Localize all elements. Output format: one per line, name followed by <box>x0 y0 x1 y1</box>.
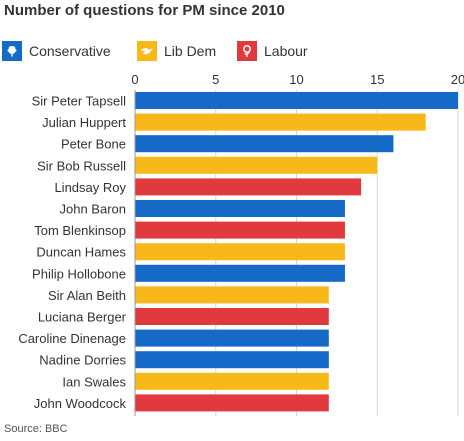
legend-label: Lib Dem <box>164 43 217 59</box>
category-label: Tom Blenkinsop <box>34 223 126 238</box>
legend-item-labour: Labour <box>237 40 308 62</box>
category-label: Caroline Dinenage <box>18 331 126 346</box>
x-tick-label: 0 <box>131 72 138 87</box>
legend-item-libdem: Lib Dem <box>137 40 216 62</box>
bar <box>135 113 426 131</box>
bar <box>135 221 345 239</box>
bar <box>135 243 345 261</box>
x-tick-label: 5 <box>212 72 219 87</box>
legend-item-conservative: Conservative <box>2 40 111 62</box>
bar <box>135 372 329 390</box>
bar <box>135 308 329 325</box>
legend-label: Labour <box>264 43 308 59</box>
labour-rose-icon <box>237 41 257 61</box>
category-label: Julian Huppert <box>42 115 126 130</box>
category-label: Sir Peter Tapsell <box>32 94 127 109</box>
bar <box>135 156 378 174</box>
bar <box>135 135 394 153</box>
category-label: Sir Alan Beith <box>48 288 126 303</box>
chart-title: Number of questions for PM since 2010 <box>4 2 285 19</box>
category-label: John Baron <box>60 202 127 217</box>
bar <box>135 329 329 347</box>
category-label: Nadine Dorries <box>39 353 126 368</box>
category-label: Philip Hollobone <box>32 266 126 281</box>
x-tick-label: 20 <box>451 72 464 87</box>
category-label: Ian Swales <box>62 374 126 389</box>
bar <box>135 286 329 304</box>
bar <box>135 394 329 412</box>
category-label: John Woodcock <box>34 396 127 411</box>
category-label: Duncan Hames <box>36 245 126 260</box>
category-label: Luciana Berger <box>38 310 127 325</box>
bar <box>135 92 458 109</box>
bar <box>135 264 345 282</box>
bar <box>135 351 329 369</box>
category-label: Peter Bone <box>61 137 126 152</box>
bar <box>135 200 345 217</box>
category-label: Lindsay Roy <box>54 180 126 195</box>
x-tick-label: 10 <box>289 72 303 87</box>
libdem-bird-icon <box>137 41 157 61</box>
x-tick-label: 15 <box>370 72 384 87</box>
bar <box>135 178 362 196</box>
category-label: Sir Bob Russell <box>37 158 126 173</box>
source-note: Source: BBC <box>4 423 68 435</box>
legend-label: Conservative <box>29 43 111 59</box>
conservative-tree-icon <box>2 41 22 61</box>
